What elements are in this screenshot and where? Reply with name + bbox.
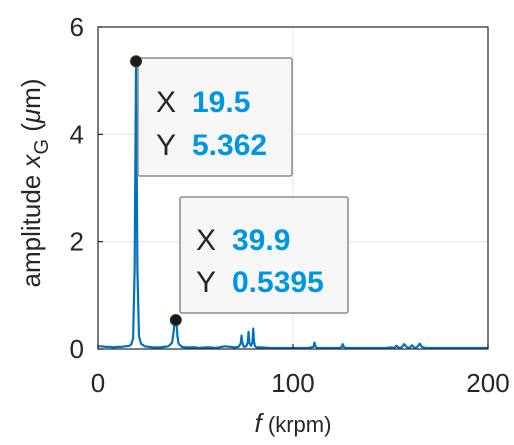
series-line-amplitude bbox=[98, 60, 488, 350]
tick-labels: 0 100 200 0 2 4 6 bbox=[70, 12, 510, 398]
datatip-2-x-key: X bbox=[196, 224, 216, 257]
y-axis-label-text: amplitude bbox=[16, 168, 46, 288]
datatip-peak-2: X 39.9 Y 0.5395 bbox=[179, 196, 349, 314]
datatip-2-box bbox=[179, 196, 349, 314]
datatip-1-box bbox=[137, 57, 293, 177]
y-axis-label-subscript: G bbox=[31, 139, 53, 155]
datatip-2-y-value: 0.5395 bbox=[232, 266, 324, 299]
datatip-markers bbox=[130, 55, 182, 327]
x-axis-label-var: f bbox=[255, 408, 265, 438]
x-axis-label-unit: (krpm) bbox=[262, 412, 332, 437]
datatip-2-x-value: 39.9 bbox=[232, 224, 290, 257]
y-tick-label-2: 4 bbox=[70, 119, 84, 149]
x-axis-label: f (krpm) bbox=[255, 408, 332, 438]
datatip-1-y-value: 5.362 bbox=[192, 129, 267, 162]
x-tick-label-1: 100 bbox=[271, 368, 314, 398]
y-tick-label-0: 0 bbox=[70, 334, 84, 364]
datatip-peak-1: X 19.5 Y 5.362 bbox=[137, 57, 293, 177]
y-tick-label-1: 2 bbox=[70, 227, 84, 257]
x-tick-label-0: 0 bbox=[91, 368, 105, 398]
y-tick-label-3: 6 bbox=[70, 12, 84, 42]
y-axis-label-unit-open: ( bbox=[16, 123, 46, 139]
datatip-1-x-value: 19.5 bbox=[192, 86, 250, 119]
y-axis-label-var: x bbox=[16, 154, 46, 170]
datatip-marker-1[interactable] bbox=[130, 55, 143, 68]
x-tick-label-2: 200 bbox=[466, 368, 509, 398]
y-axis-label-unit-mu: μ bbox=[16, 109, 46, 124]
datatip-marker-2[interactable] bbox=[169, 314, 182, 327]
datatip-1-x-key: X bbox=[156, 86, 176, 119]
y-axis-label-unit-close: m) bbox=[16, 79, 46, 109]
datatip-1-y-key: Y bbox=[156, 129, 176, 162]
axis-ticks bbox=[97, 26, 489, 350]
y-axis-label: amplitude xG (μm) bbox=[16, 79, 53, 288]
datatip-2-y-key: Y bbox=[196, 266, 216, 299]
